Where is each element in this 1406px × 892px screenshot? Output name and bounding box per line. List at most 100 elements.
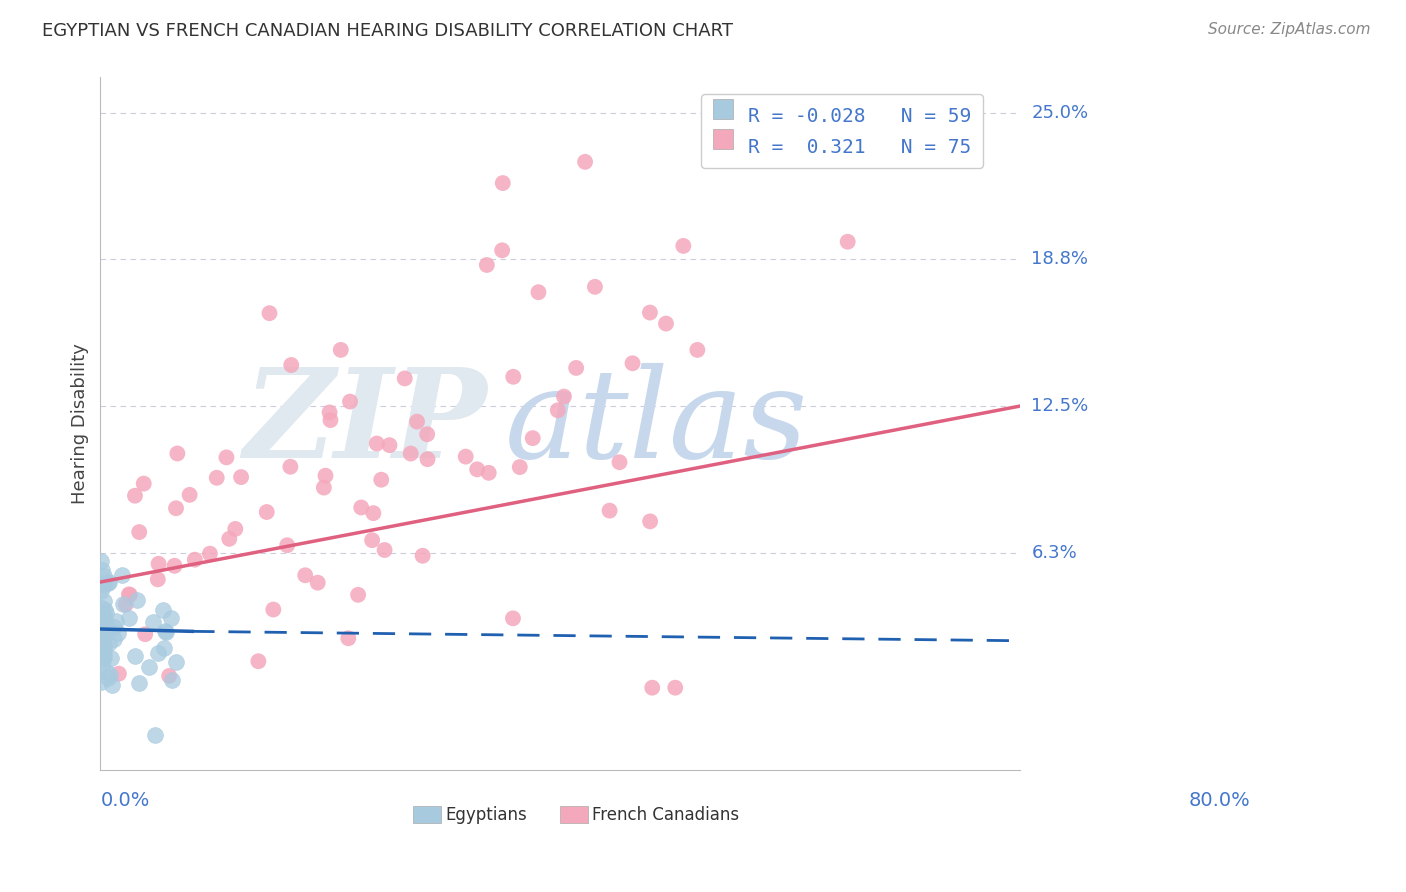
Point [638, 514, 661, 528]
Point [314, 468, 336, 483]
Point [361, 533, 384, 548]
Point [91, 609, 114, 624]
Point [93, 569, 115, 583]
Point [127, 593, 149, 607]
Point [128, 676, 150, 690]
Point [97, 576, 120, 591]
Point [96, 665, 118, 680]
Point [103, 632, 125, 646]
Point [318, 405, 340, 419]
Point [686, 343, 709, 357]
Point [366, 436, 388, 450]
Point [108, 666, 131, 681]
Point [347, 588, 370, 602]
Point [143, 728, 166, 742]
Point [399, 447, 422, 461]
Text: Egyptians: Egyptians [446, 805, 527, 824]
Point [454, 450, 477, 464]
Point [89, 610, 111, 624]
Point [218, 532, 240, 546]
Point [465, 462, 488, 476]
Point [350, 500, 373, 515]
Point [91, 601, 114, 615]
Text: 80.0%: 80.0% [1188, 790, 1250, 810]
Y-axis label: Hearing Disability: Hearing Disability [72, 343, 89, 504]
Point [229, 470, 252, 484]
Point [205, 471, 228, 485]
Point [142, 615, 165, 629]
Point [837, 235, 859, 249]
Point [94, 621, 117, 635]
Point [90, 628, 112, 642]
Point [118, 588, 141, 602]
Point [124, 648, 146, 663]
Point [111, 597, 134, 611]
Point [146, 572, 169, 586]
Point [609, 455, 631, 469]
Point [307, 575, 329, 590]
Point [94, 607, 117, 621]
Point [280, 358, 302, 372]
Point [664, 681, 686, 695]
Point [641, 681, 664, 695]
Point [128, 524, 150, 539]
Point [118, 610, 141, 624]
Text: EGYPTIAN VS FRENCH CANADIAN HEARING DISABILITY CORRELATION CHART: EGYPTIAN VS FRENCH CANADIAN HEARING DISA… [42, 22, 733, 40]
Text: 0.0%: 0.0% [100, 790, 149, 810]
Point [132, 476, 155, 491]
Point [565, 360, 588, 375]
FancyBboxPatch shape [560, 805, 588, 823]
Point [259, 306, 281, 320]
Point [502, 611, 524, 625]
Point [374, 543, 396, 558]
Point [101, 678, 124, 692]
Point [90, 675, 112, 690]
Point [93, 651, 115, 665]
Point [91, 576, 114, 591]
Point [165, 501, 187, 516]
Text: 12.5%: 12.5% [1031, 397, 1088, 415]
Text: ZIP: ZIP [243, 363, 486, 484]
Text: atlas: atlas [505, 363, 808, 484]
Point [574, 154, 596, 169]
Point [90, 657, 112, 672]
Point [547, 403, 569, 417]
Point [583, 280, 606, 294]
Point [502, 369, 524, 384]
Point [165, 655, 187, 669]
Point [215, 450, 238, 465]
Point [247, 654, 270, 668]
Text: Source: ZipAtlas.com: Source: ZipAtlas.com [1208, 22, 1371, 37]
Point [319, 413, 342, 427]
Legend: R = -0.028   N = 59, R =  0.321   N = 75: R = -0.028 N = 59, R = 0.321 N = 75 [702, 94, 983, 169]
Point [363, 506, 385, 520]
Text: 6.3%: 6.3% [1031, 544, 1077, 562]
Point [412, 549, 434, 563]
Point [91, 607, 114, 621]
Point [100, 650, 122, 665]
Point [475, 258, 498, 272]
Point [90, 583, 112, 598]
Point [198, 547, 221, 561]
Point [262, 602, 284, 616]
Point [406, 415, 429, 429]
Point [90, 623, 112, 637]
Point [103, 620, 125, 634]
Point [98, 668, 121, 682]
Point [93, 628, 115, 642]
Point [166, 446, 188, 460]
Text: French Canadians: French Canadians [592, 805, 740, 824]
Point [93, 610, 115, 624]
Point [224, 522, 246, 536]
Point [94, 614, 117, 628]
Point [138, 659, 160, 673]
Point [312, 481, 335, 495]
Point [294, 568, 316, 582]
Point [163, 558, 186, 573]
Point [179, 488, 201, 502]
Text: 18.8%: 18.8% [1031, 251, 1088, 268]
Point [93, 593, 115, 607]
Point [91, 651, 114, 665]
Point [184, 552, 207, 566]
Point [93, 639, 115, 653]
